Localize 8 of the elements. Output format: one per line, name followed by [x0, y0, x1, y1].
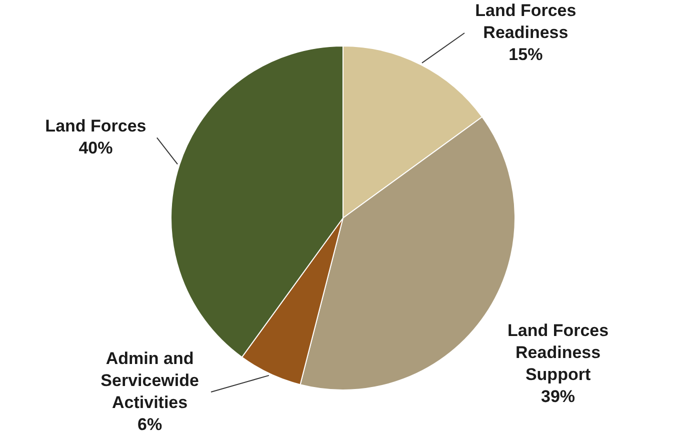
data-label: 6%: [138, 415, 162, 434]
data-label: 39%: [541, 387, 576, 406]
slice-label: Land Forces: [45, 116, 146, 136]
slice-label: Land Forces Readiness: [475, 1, 576, 42]
data-label: 15%: [508, 45, 543, 64]
slice-label: Admin and Servicewide Activities: [100, 349, 199, 412]
slice-label: Land Forces Readiness Support: [507, 321, 609, 384]
data-label: 40%: [78, 138, 113, 158]
